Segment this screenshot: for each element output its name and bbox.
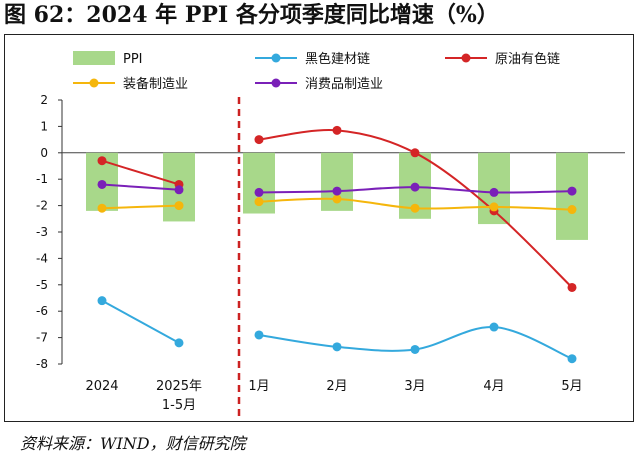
- legend-marker-consumer: [271, 78, 281, 88]
- series-point-black_metal: [567, 354, 577, 364]
- series-point-crude_oil: [97, 156, 107, 166]
- series-point-black_metal: [410, 344, 420, 354]
- y-tick-label: -8: [36, 357, 48, 371]
- series-point-crude_oil: [567, 282, 577, 292]
- x-tick-label: 5月: [561, 379, 582, 394]
- series-line-consumer: [101, 183, 180, 191]
- series-point-black_metal: [174, 338, 184, 348]
- series-point-equipment: [332, 194, 342, 204]
- legend-label: PPI: [123, 52, 143, 67]
- x-tick-label: 2月: [326, 379, 347, 394]
- legend-label: 消费品制造业: [305, 77, 383, 92]
- y-tick-label: 0: [40, 146, 48, 160]
- y-tick-label: 2: [40, 93, 48, 107]
- x-tick-label: 3月: [404, 379, 425, 394]
- series-point-black_metal: [489, 322, 499, 332]
- ppi-bar: [556, 152, 588, 240]
- legend-marker-crude_oil: [461, 53, 471, 63]
- y-tick-label: 1: [40, 119, 48, 133]
- x-tick-label: 1-5月: [162, 398, 196, 413]
- legend-marker-equipment: [89, 78, 99, 88]
- series-point-consumer: [97, 179, 107, 189]
- x-tick-label: 4月: [483, 379, 504, 394]
- chart-svg: 2 1 0 -1 -2 -3 -4 -5 -6 -7 -8 2024 2025年 1-5月 1月 2月 3月 4月…: [36, 51, 625, 417]
- x-tick-label: 2024: [85, 379, 118, 394]
- series-point-consumer: [410, 182, 420, 192]
- series-point-equipment: [97, 203, 107, 213]
- y-tick-label: -4: [36, 251, 48, 265]
- y-tick-label: -2: [36, 199, 48, 213]
- legend-label: 黑色建材链: [305, 51, 370, 67]
- series-point-black_metal: [332, 342, 342, 352]
- series-point-equipment: [410, 203, 420, 213]
- x-tick-label: 1月: [248, 379, 269, 394]
- series-line-crude_oil: [101, 159, 180, 186]
- y-tick-label: -5: [36, 278, 48, 292]
- y-tick-label: -3: [36, 225, 48, 239]
- figure-title: 图 62：2024 年 PPI 各分项季度同比增速（%）: [4, 2, 499, 28]
- series-point-equipment: [254, 197, 264, 207]
- x-tick-label: 2025年: [156, 379, 202, 394]
- series-line-black_metal: [258, 326, 573, 360]
- series-point-consumer: [489, 187, 499, 197]
- series-line-black_metal: [101, 299, 180, 344]
- series-point-consumer: [254, 187, 264, 197]
- legend-label: 原油有色链: [495, 51, 560, 67]
- series-point-equipment: [174, 201, 184, 211]
- series-point-black_metal: [97, 296, 107, 306]
- y-tick-label: -1: [36, 172, 48, 186]
- y-tick-label: -7: [36, 331, 48, 345]
- series-point-crude_oil: [410, 148, 420, 158]
- legend-label: 装备制造业: [123, 76, 188, 92]
- chart-frame: [4, 34, 634, 422]
- series-point-crude_oil: [332, 125, 342, 135]
- y-tick-label: -6: [36, 304, 48, 318]
- series-point-black_metal: [254, 330, 264, 340]
- series-point-equipment: [567, 205, 577, 215]
- series-point-equipment: [489, 202, 499, 212]
- legend-marker-black_metal: [271, 53, 281, 63]
- series-point-consumer: [567, 186, 577, 196]
- series-line-equipment: [101, 204, 180, 210]
- series-point-consumer: [332, 186, 342, 196]
- legend-swatch-ppi: [73, 51, 115, 65]
- series-point-consumer: [174, 185, 184, 195]
- source-note: 资料来源：WIND，财信研究院: [20, 434, 246, 453]
- series-point-crude_oil: [254, 135, 264, 145]
